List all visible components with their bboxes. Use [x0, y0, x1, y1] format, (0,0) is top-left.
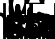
Text: Figure 8: Figure 8 — [4, 13, 55, 39]
Text: 3000 and 400–1800 cm⁻¹; (a) Daemonorops draco (Palmae); (b) Dracaena cinnabar.: 3000 and 400–1800 cm⁻¹; (a) Daemonorops … — [4, 15, 55, 39]
Text: Stackplot FT-Raman spectra of two specimens of Dragon’s blood resin; 1064-nm exc: Stackplot FT-Raman spectra of two specim… — [8, 14, 55, 39]
Text: (B): (B) — [4, 0, 55, 31]
Text: (A): (A) — [4, 0, 55, 22]
Text: FT-Raman spectra of (A) Daemonoraps draco (Palmae), and (B) Dracaena cinnabari.: FT-Raman spectra of (A) Daemonoraps drac… — [4, 14, 55, 39]
Text: Wavenumber (cm⁻¹): Wavenumber (cm⁻¹) — [0, 3, 55, 39]
Text: Copyright © 2001 by Taylor & Francis Group, LLC: Copyright © 2001 by Taylor & Francis Gro… — [4, 17, 55, 39]
